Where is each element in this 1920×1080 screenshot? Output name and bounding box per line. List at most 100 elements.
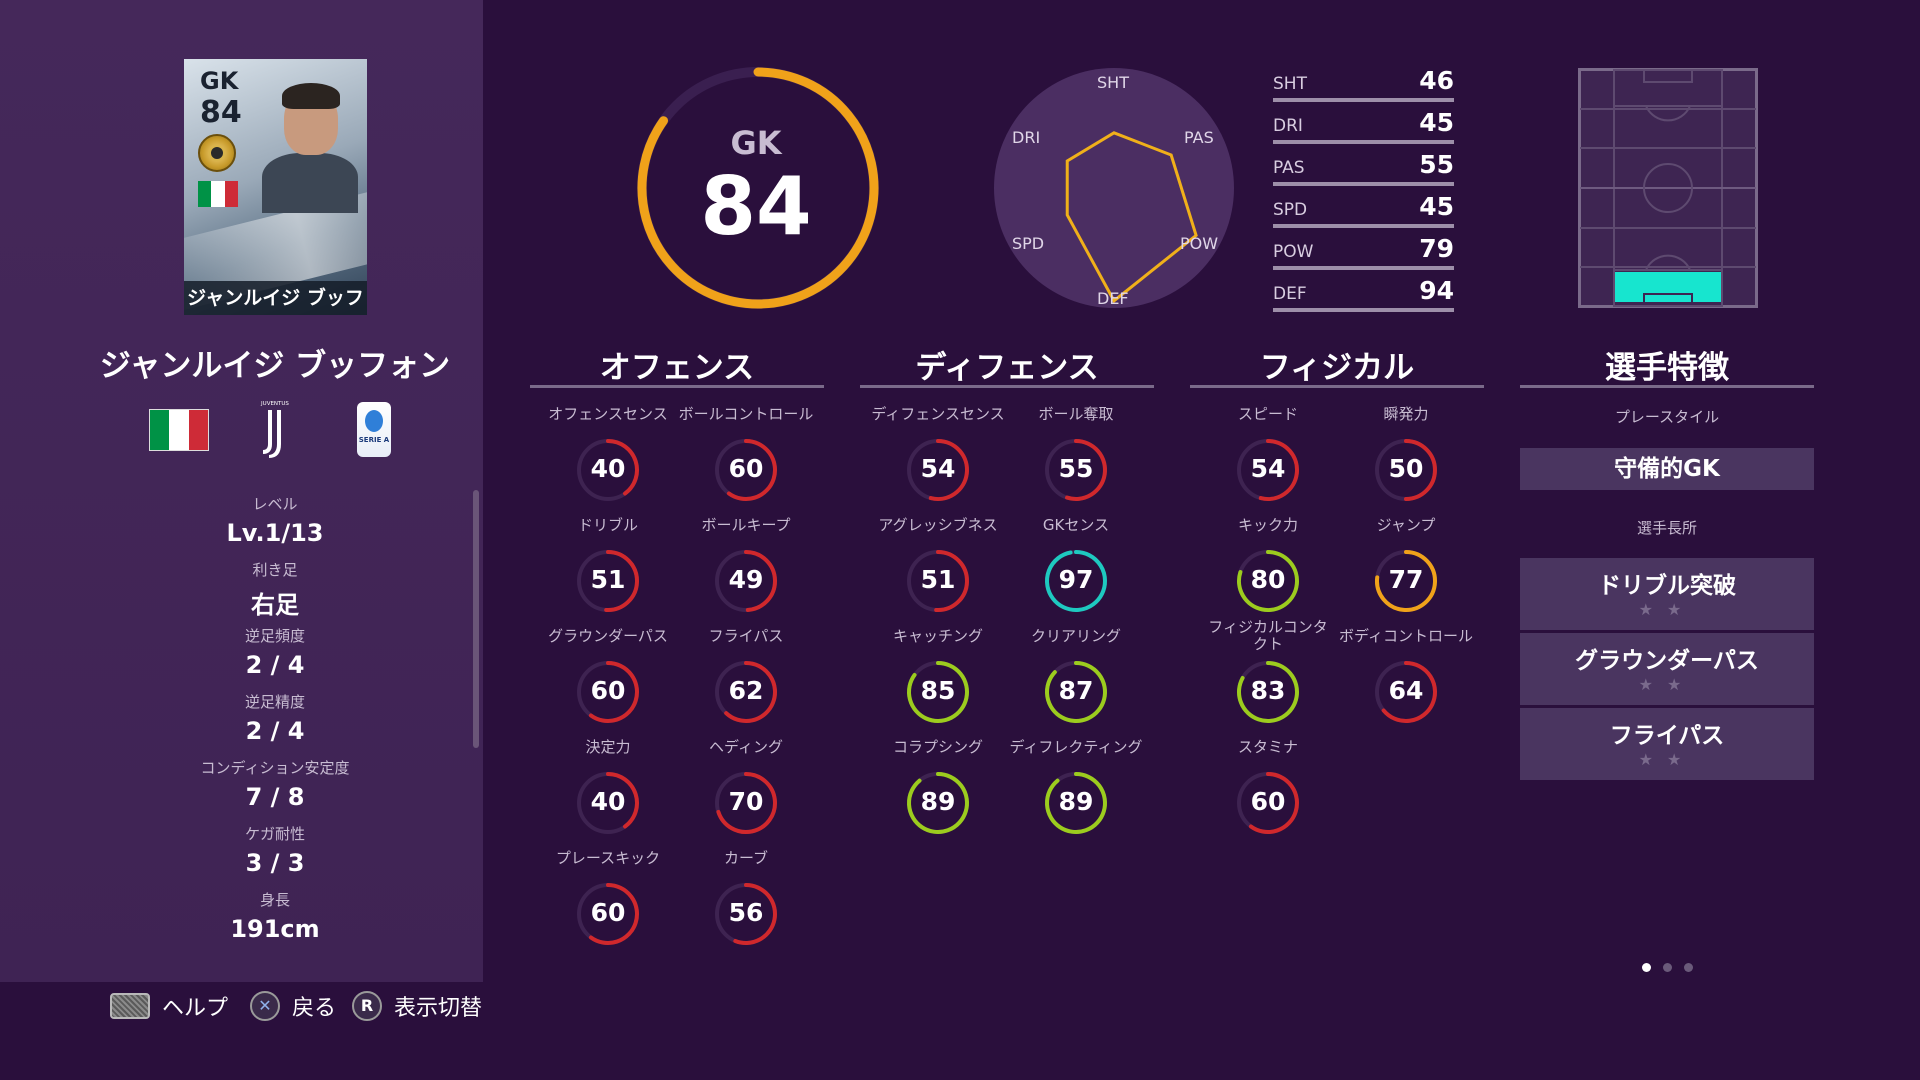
info-label-level: レベル xyxy=(252,495,298,513)
stat-label: 瞬発力 xyxy=(1383,405,1429,423)
stat-value: 83 xyxy=(1250,676,1286,705)
info-label-weakfoot-usage: 逆足頻度 xyxy=(244,627,305,645)
section-rule-defense xyxy=(860,385,1154,388)
bar-label: POW xyxy=(1273,242,1314,262)
skill-item[interactable]: ドリブル突破 ★★ xyxy=(1520,558,1814,630)
player-name: ジャンルイジ ブッフォン xyxy=(99,348,451,384)
bar-track xyxy=(1273,266,1454,270)
stat-label: フライパス xyxy=(708,627,784,645)
skill-stars: ★★ xyxy=(1638,750,1696,769)
stat-value: 89 xyxy=(1058,787,1094,816)
nationality-flag-icon xyxy=(149,409,209,451)
stat-ring-arc xyxy=(1404,439,1437,501)
info-value-foot: 右足 xyxy=(251,591,299,619)
stat-value: 60 xyxy=(590,676,626,705)
stat-label: グラウンダーパス xyxy=(548,627,668,645)
scrollbar[interactable] xyxy=(473,490,479,748)
help-hint-label: ヘルプ xyxy=(162,996,229,1021)
bottom-bar xyxy=(0,982,1920,1080)
player-photo xyxy=(262,81,358,213)
section-rule-offense xyxy=(530,385,824,388)
stat-label: キック力 xyxy=(1237,516,1298,534)
card-player-name: ジャンルイジ ブッフォン xyxy=(184,281,367,315)
page-dot-active[interactable] xyxy=(1642,963,1651,972)
info-label-height: 身長 xyxy=(259,891,290,909)
stat-label: 決定力 xyxy=(585,738,631,756)
stat-label: スタミナ xyxy=(1237,738,1298,756)
skill-item[interactable]: フライパス ★★ xyxy=(1520,708,1814,780)
stat-label: ボールコントロール xyxy=(678,405,814,423)
radar-label-sht: SHT xyxy=(1097,73,1129,92)
stat-value: 50 xyxy=(1388,454,1424,483)
stat-label: アグレッシブネス xyxy=(878,516,998,534)
section-title-defense: ディフェンス xyxy=(915,350,1099,386)
stat-ring-arc xyxy=(907,772,969,834)
info-label-weakfoot-accuracy: 逆足精度 xyxy=(244,693,305,711)
stat-label: コラプシング xyxy=(892,738,983,756)
bar-label: PAS xyxy=(1273,158,1305,178)
stat-ring-arc xyxy=(928,439,969,501)
bar-track xyxy=(1273,224,1454,228)
stat-value: 70 xyxy=(728,787,764,816)
stat-label: カーブ xyxy=(723,849,769,867)
bar-track xyxy=(1273,140,1454,144)
bar-label: DRI xyxy=(1273,116,1303,136)
playstyle-label: プレースタイル xyxy=(1614,408,1720,426)
radar-label-pow: POW xyxy=(1180,234,1219,253)
bar-label: SPD xyxy=(1273,200,1308,220)
info-label-form: コンディション安定度 xyxy=(200,759,350,777)
page-dot[interactable] xyxy=(1684,963,1693,972)
stat-label: ディフェンスセンス xyxy=(871,405,1005,423)
stat-ring-arc xyxy=(934,550,969,612)
r-button-icon: R xyxy=(352,991,382,1021)
stat-value: 51 xyxy=(590,565,626,594)
stat-ring-arc xyxy=(907,661,969,723)
toggle-view-hint[interactable]: R 表示切替 xyxy=(352,988,482,1024)
bar-value: 45 xyxy=(1419,192,1454,221)
skill-name: グラウンダーパス xyxy=(1575,648,1759,674)
info-label-injury: ケガ耐性 xyxy=(244,825,305,843)
stat-value: 49 xyxy=(728,565,764,594)
back-hint[interactable]: ✕ 戻る xyxy=(250,988,336,1024)
stat-label: ドリブル xyxy=(577,516,638,534)
stat-value: 97 xyxy=(1058,565,1094,594)
section-title-offense: オフェンス xyxy=(599,350,755,386)
info-value-level: Lv.1/13 xyxy=(226,519,324,547)
skill-item[interactable]: グラウンダーパス ★★ xyxy=(1520,633,1814,705)
photo-body xyxy=(262,153,358,213)
serie-a-logo-icon: SERIE A xyxy=(357,402,391,457)
radar-label-spd: SPD xyxy=(1012,234,1045,253)
stat-value: 62 xyxy=(728,676,764,705)
stat-value: 64 xyxy=(1388,676,1424,705)
stat-label: キャッチング xyxy=(892,627,983,645)
stat-label: ディフレクティング xyxy=(1009,738,1143,756)
stat-ring-arc xyxy=(1065,439,1107,501)
bar-label: SHT xyxy=(1273,74,1307,94)
radar-label-def: DEF xyxy=(1097,289,1129,308)
stat-ring-arc xyxy=(588,883,639,945)
info-value-height: 191cm xyxy=(230,915,320,943)
page-dot[interactable] xyxy=(1663,963,1672,972)
radar-polygon xyxy=(1065,131,1198,304)
stat-ring-arc xyxy=(606,439,639,496)
help-hint[interactable]: ヘルプ xyxy=(110,988,228,1024)
stat-value: 80 xyxy=(1250,565,1286,594)
stat-ring-arc xyxy=(1237,550,1299,612)
stat-value: 51 xyxy=(920,565,956,594)
back-hint-label: 戻る xyxy=(292,996,337,1021)
stat-ring-arc xyxy=(1045,550,1107,612)
skill-name: ドリブル突破 xyxy=(1598,573,1736,599)
stat-value: 56 xyxy=(728,898,764,927)
stat-ring-arc xyxy=(588,661,639,723)
section-title-physical: フィジカル xyxy=(1259,350,1415,386)
medal-icon xyxy=(198,134,236,172)
playstyle-value[interactable]: 守備的GK xyxy=(1520,448,1814,490)
position-pitch-map xyxy=(1578,68,1758,308)
radar-background xyxy=(994,68,1234,308)
stat-label: ボディコントロール xyxy=(1339,627,1473,645)
info-value-injury: 3 / 3 xyxy=(245,849,305,877)
bar-label: DEF xyxy=(1273,284,1307,304)
card-overall: 84 xyxy=(200,95,242,130)
stat-ring-arc xyxy=(744,550,777,612)
stat-ring-arc xyxy=(1258,439,1299,501)
